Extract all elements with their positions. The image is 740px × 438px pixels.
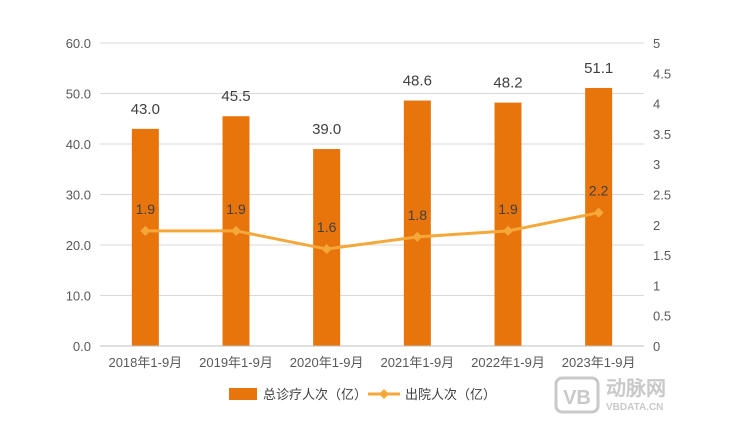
line-value-label: 1.9	[498, 201, 518, 217]
x-axis: 2018年1-9月 2019年1-9月 2020年1-9月 2021年1-9月 2022…	[100, 345, 644, 370]
x-axis-tick-label: 2019年1-9月	[199, 355, 273, 370]
bar-value-label: 45.5	[221, 88, 250, 105]
watermark: VB 动脉网 VBDATA.CN	[554, 376, 666, 414]
bar-value-label: 43.0	[131, 101, 160, 118]
line-value-label: 1.9	[226, 201, 246, 217]
right-axis-tick-label: 4.5	[653, 66, 671, 81]
line-value-label: 1.9	[136, 201, 156, 217]
gridlines	[100, 42, 644, 347]
x-axis-tick-label: 2020年1-9月	[290, 355, 364, 370]
line-data-labels: 1.9 1.9 1.6 1.8 1.9 2.2	[136, 183, 609, 235]
line-value-label: 2.2	[589, 183, 609, 199]
right-axis-tick-label: 0.5	[653, 309, 671, 324]
bar	[494, 102, 522, 346]
bar-value-label: 48.2	[493, 75, 522, 92]
line-point	[412, 231, 423, 242]
x-axis-tick-label: 2023年1-9月	[562, 355, 636, 370]
bar	[131, 128, 159, 346]
bar	[403, 100, 431, 346]
left-axis-tick-label: 50.0	[66, 87, 91, 102]
right-axis-tick-label: 1.5	[653, 248, 671, 263]
right-axis-tick-label: 3	[653, 157, 660, 172]
left-axis-tick-label: 60.0	[66, 36, 91, 51]
line-series	[140, 207, 604, 255]
line-value-label: 1.8	[408, 207, 428, 223]
legend: 总诊疗人次（亿） 出院人次（亿）	[229, 387, 496, 402]
right-axis-tick-label: 0	[653, 339, 660, 354]
legend-bar-swatch	[229, 388, 257, 400]
legend-bar-label: 总诊疗人次（亿）	[263, 387, 367, 402]
bar-value-label: 48.6	[403, 73, 432, 90]
watermark-url: VBDATA.CN	[606, 402, 663, 413]
left-axis-tick-label: 30.0	[66, 188, 91, 203]
right-axis-tick-label: 4	[653, 97, 660, 112]
watermark-logo-box	[554, 376, 600, 414]
watermark-logo: VB	[563, 387, 591, 409]
bar-data-labels: 43.0 45.5 39.0 48.6 48.2 51.1	[131, 60, 614, 138]
left-y-axis: 0.0 10.0 20.0 30.0 40.0 50.0 60.0	[66, 36, 91, 354]
legend-line-label: 出院人次（亿）	[405, 387, 496, 402]
left-axis-tick-label: 10.0	[66, 289, 91, 304]
legend-line-marker	[379, 389, 389, 399]
right-axis-tick-label: 1	[653, 278, 660, 293]
bar-series	[131, 87, 613, 346]
bar-value-label: 39.0	[312, 121, 341, 138]
right-y-axis: 0 0.5 1 1.5 2 2.5 3 3.5 4 4.5 5	[653, 36, 671, 354]
line-point	[593, 207, 604, 218]
bar-value-label: 51.1	[584, 60, 613, 77]
x-axis-tick-label: 2021年1-9月	[380, 355, 454, 370]
right-axis-tick-label: 5	[653, 36, 660, 51]
left-axis-tick-label: 20.0	[66, 238, 91, 253]
right-axis-tick-label: 2.5	[653, 188, 671, 203]
line-value-label: 1.6	[317, 219, 337, 235]
line-point	[231, 225, 241, 236]
x-axis-tick-label: 2022年1-9月	[471, 355, 545, 370]
left-axis-tick-label: 40.0	[66, 137, 91, 152]
series-line	[145, 211, 599, 251]
line-point	[140, 225, 151, 236]
right-axis-tick-label: 2	[653, 218, 660, 233]
right-axis-tick-label: 3.5	[653, 127, 671, 142]
x-axis-tick-label: 2018年1-9月	[108, 355, 182, 370]
line-point	[503, 225, 513, 236]
line-point	[321, 244, 332, 255]
watermark-name: 动脉网	[606, 376, 666, 400]
left-axis-tick-label: 0.0	[73, 339, 91, 354]
